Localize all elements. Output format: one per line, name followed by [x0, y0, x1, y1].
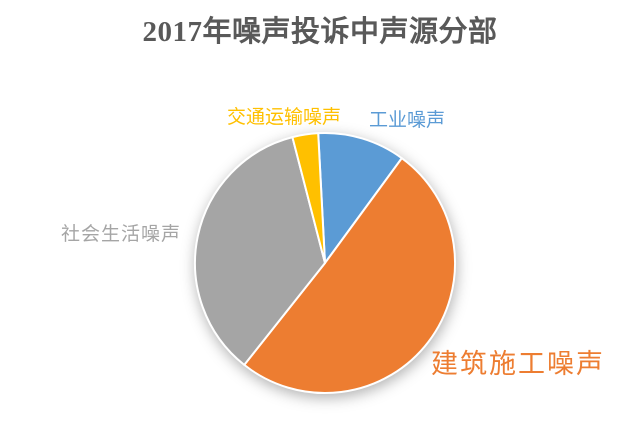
- slice-label-industrial-noise: 工业噪声: [369, 110, 446, 131]
- pie-slice-2: [194, 136, 326, 366]
- slice-label-transport-noise: 交通运输噪声: [227, 107, 342, 128]
- pie-slice-1: [243, 157, 457, 395]
- pie-slice-0: [317, 132, 403, 264]
- pie-slice-3: [291, 132, 326, 264]
- slice-label-social-life-noise: 社会生活噪声: [61, 224, 182, 245]
- slice-label-construction-noise: 建筑施工噪声: [431, 349, 605, 379]
- chart-title: 2017年噪声投诉中声源分部: [142, 16, 498, 48]
